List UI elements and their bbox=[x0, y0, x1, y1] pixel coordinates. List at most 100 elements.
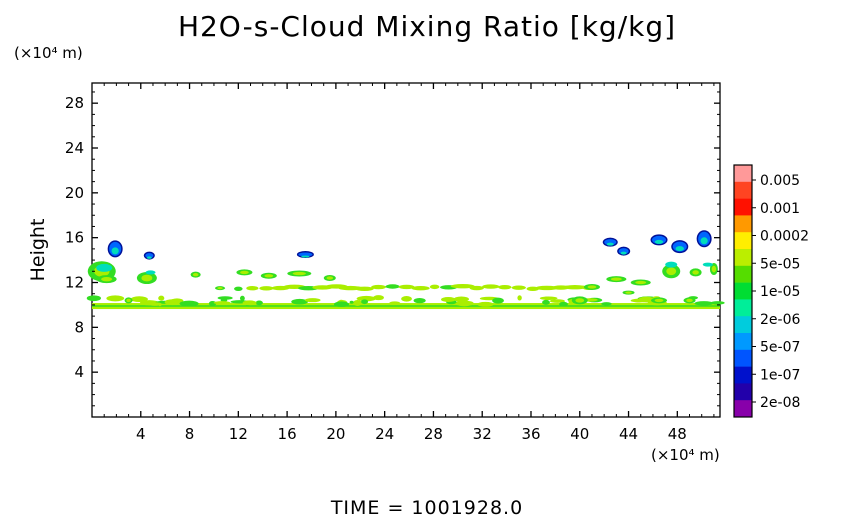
x-tick-label: 48 bbox=[668, 425, 687, 443]
y-tick-label: 28 bbox=[65, 94, 84, 112]
x-tick-label: 8 bbox=[185, 425, 195, 443]
cloud-patch bbox=[356, 295, 377, 302]
cloud-patch bbox=[126, 298, 131, 303]
cloud-patch bbox=[587, 285, 597, 289]
cloud-patch bbox=[453, 296, 470, 302]
x-tick-label: 36 bbox=[521, 425, 540, 443]
colorbar-label: 5e-05 bbox=[760, 256, 800, 272]
cloud-patch bbox=[711, 265, 717, 273]
y-tick-label: 16 bbox=[65, 229, 84, 247]
colorbar-swatch bbox=[734, 349, 752, 367]
cloud-patch bbox=[164, 299, 181, 306]
colorbar-swatch bbox=[734, 215, 752, 233]
cloud-patch bbox=[625, 291, 632, 294]
cloud-patch bbox=[292, 271, 306, 276]
cloud-patch bbox=[371, 284, 387, 290]
cloud-patch bbox=[575, 298, 585, 303]
cloud-patch bbox=[179, 300, 199, 307]
colorbar-swatch bbox=[734, 316, 752, 334]
x-tick-label: 40 bbox=[570, 425, 589, 443]
colorbar-swatch bbox=[734, 383, 752, 401]
cloud-patch bbox=[666, 267, 677, 276]
cloud-patch bbox=[192, 273, 199, 277]
cloud-patch bbox=[492, 297, 504, 304]
cloud-patch bbox=[511, 285, 526, 290]
colorbar-swatch bbox=[734, 282, 752, 300]
cloud-patch bbox=[441, 297, 456, 302]
cloud-patch bbox=[349, 300, 354, 304]
cloud-patch bbox=[601, 302, 612, 306]
cloud-patch bbox=[246, 286, 259, 291]
colorbar-swatch bbox=[734, 299, 752, 317]
cloud-patch bbox=[217, 287, 223, 290]
x-tick-label: 16 bbox=[278, 425, 297, 443]
colorbar-label: 2e-08 bbox=[760, 395, 800, 411]
cloud-patch bbox=[401, 296, 412, 302]
cloud-patch bbox=[304, 298, 321, 303]
cloud-patch bbox=[130, 296, 148, 303]
plot-frame bbox=[91, 82, 721, 418]
x-tick-label: 12 bbox=[229, 425, 248, 443]
cloud-patch bbox=[96, 263, 113, 272]
cloud-patch bbox=[259, 286, 274, 291]
y-axis-unit: (×10⁴ m) bbox=[14, 44, 83, 62]
cloud-patch bbox=[240, 270, 249, 275]
x-tick-label: 28 bbox=[424, 425, 443, 443]
cloud-patch bbox=[148, 302, 162, 306]
cloud-patch bbox=[355, 286, 374, 291]
cloud-patch bbox=[702, 262, 713, 267]
cloud-patch bbox=[385, 284, 400, 289]
colorbar-swatch bbox=[734, 181, 752, 199]
y-tick-label: 4 bbox=[74, 363, 84, 381]
cloud-top bbox=[700, 237, 708, 245]
cloud-top bbox=[111, 247, 119, 255]
cloud-patch bbox=[635, 280, 647, 285]
colorbar-label: 0.001 bbox=[760, 201, 800, 217]
cloud-patch bbox=[477, 301, 494, 307]
cloud-patch bbox=[710, 301, 725, 305]
cloud-top bbox=[620, 251, 627, 255]
colorbar-swatch bbox=[734, 198, 752, 216]
x-tick-label: 4 bbox=[136, 425, 146, 443]
cloud-patch bbox=[413, 297, 426, 304]
cloud-patch bbox=[539, 296, 558, 301]
cloud-patch bbox=[517, 295, 522, 301]
y-tick-label: 12 bbox=[65, 274, 84, 292]
cloud-patch bbox=[429, 284, 440, 290]
chart-title: H2O-s-Cloud Mixing Ratio [kg/kg] bbox=[177, 10, 677, 43]
colorbar-label: 2e-06 bbox=[760, 312, 800, 328]
cloud-patch bbox=[389, 301, 401, 305]
colorbar-swatch bbox=[734, 165, 752, 183]
colorbar-label: 1e-07 bbox=[760, 367, 800, 383]
cloud-patch bbox=[454, 300, 474, 307]
colorbar-swatch bbox=[734, 265, 752, 283]
cloud-patch bbox=[411, 286, 430, 291]
colorbar-swatch bbox=[734, 249, 752, 267]
cloud-patch bbox=[106, 295, 125, 302]
cloud-patch bbox=[549, 299, 565, 303]
colorbar-label: 0.0002 bbox=[760, 229, 809, 245]
cloud-patch bbox=[86, 295, 101, 302]
x-tick-label: 20 bbox=[326, 425, 345, 443]
cloud-top bbox=[301, 255, 310, 258]
x-tick-label: 32 bbox=[473, 425, 492, 443]
cloud-patch bbox=[217, 296, 233, 300]
y-tick-label: 24 bbox=[65, 139, 84, 157]
y-tick-label: 20 bbox=[65, 184, 84, 202]
y-tick-label: 8 bbox=[74, 318, 84, 336]
cloud-top bbox=[145, 253, 154, 259]
cloud-patch bbox=[469, 285, 484, 291]
cloud-patch bbox=[665, 261, 678, 268]
cloud-patch bbox=[482, 284, 500, 289]
cloud-patch bbox=[562, 285, 588, 290]
colorbar-swatch bbox=[734, 232, 752, 250]
cloud-patch bbox=[559, 301, 568, 307]
time-label: TIME = 1001928.0 bbox=[330, 497, 524, 519]
x-axis-unit: (×10⁴ m) bbox=[651, 446, 720, 464]
colorbar-swatch bbox=[734, 400, 752, 418]
cloud-top bbox=[675, 246, 684, 252]
colorbar-label: 0.005 bbox=[760, 173, 800, 189]
cloud-patch bbox=[158, 295, 165, 301]
cloud-patch bbox=[242, 300, 257, 306]
